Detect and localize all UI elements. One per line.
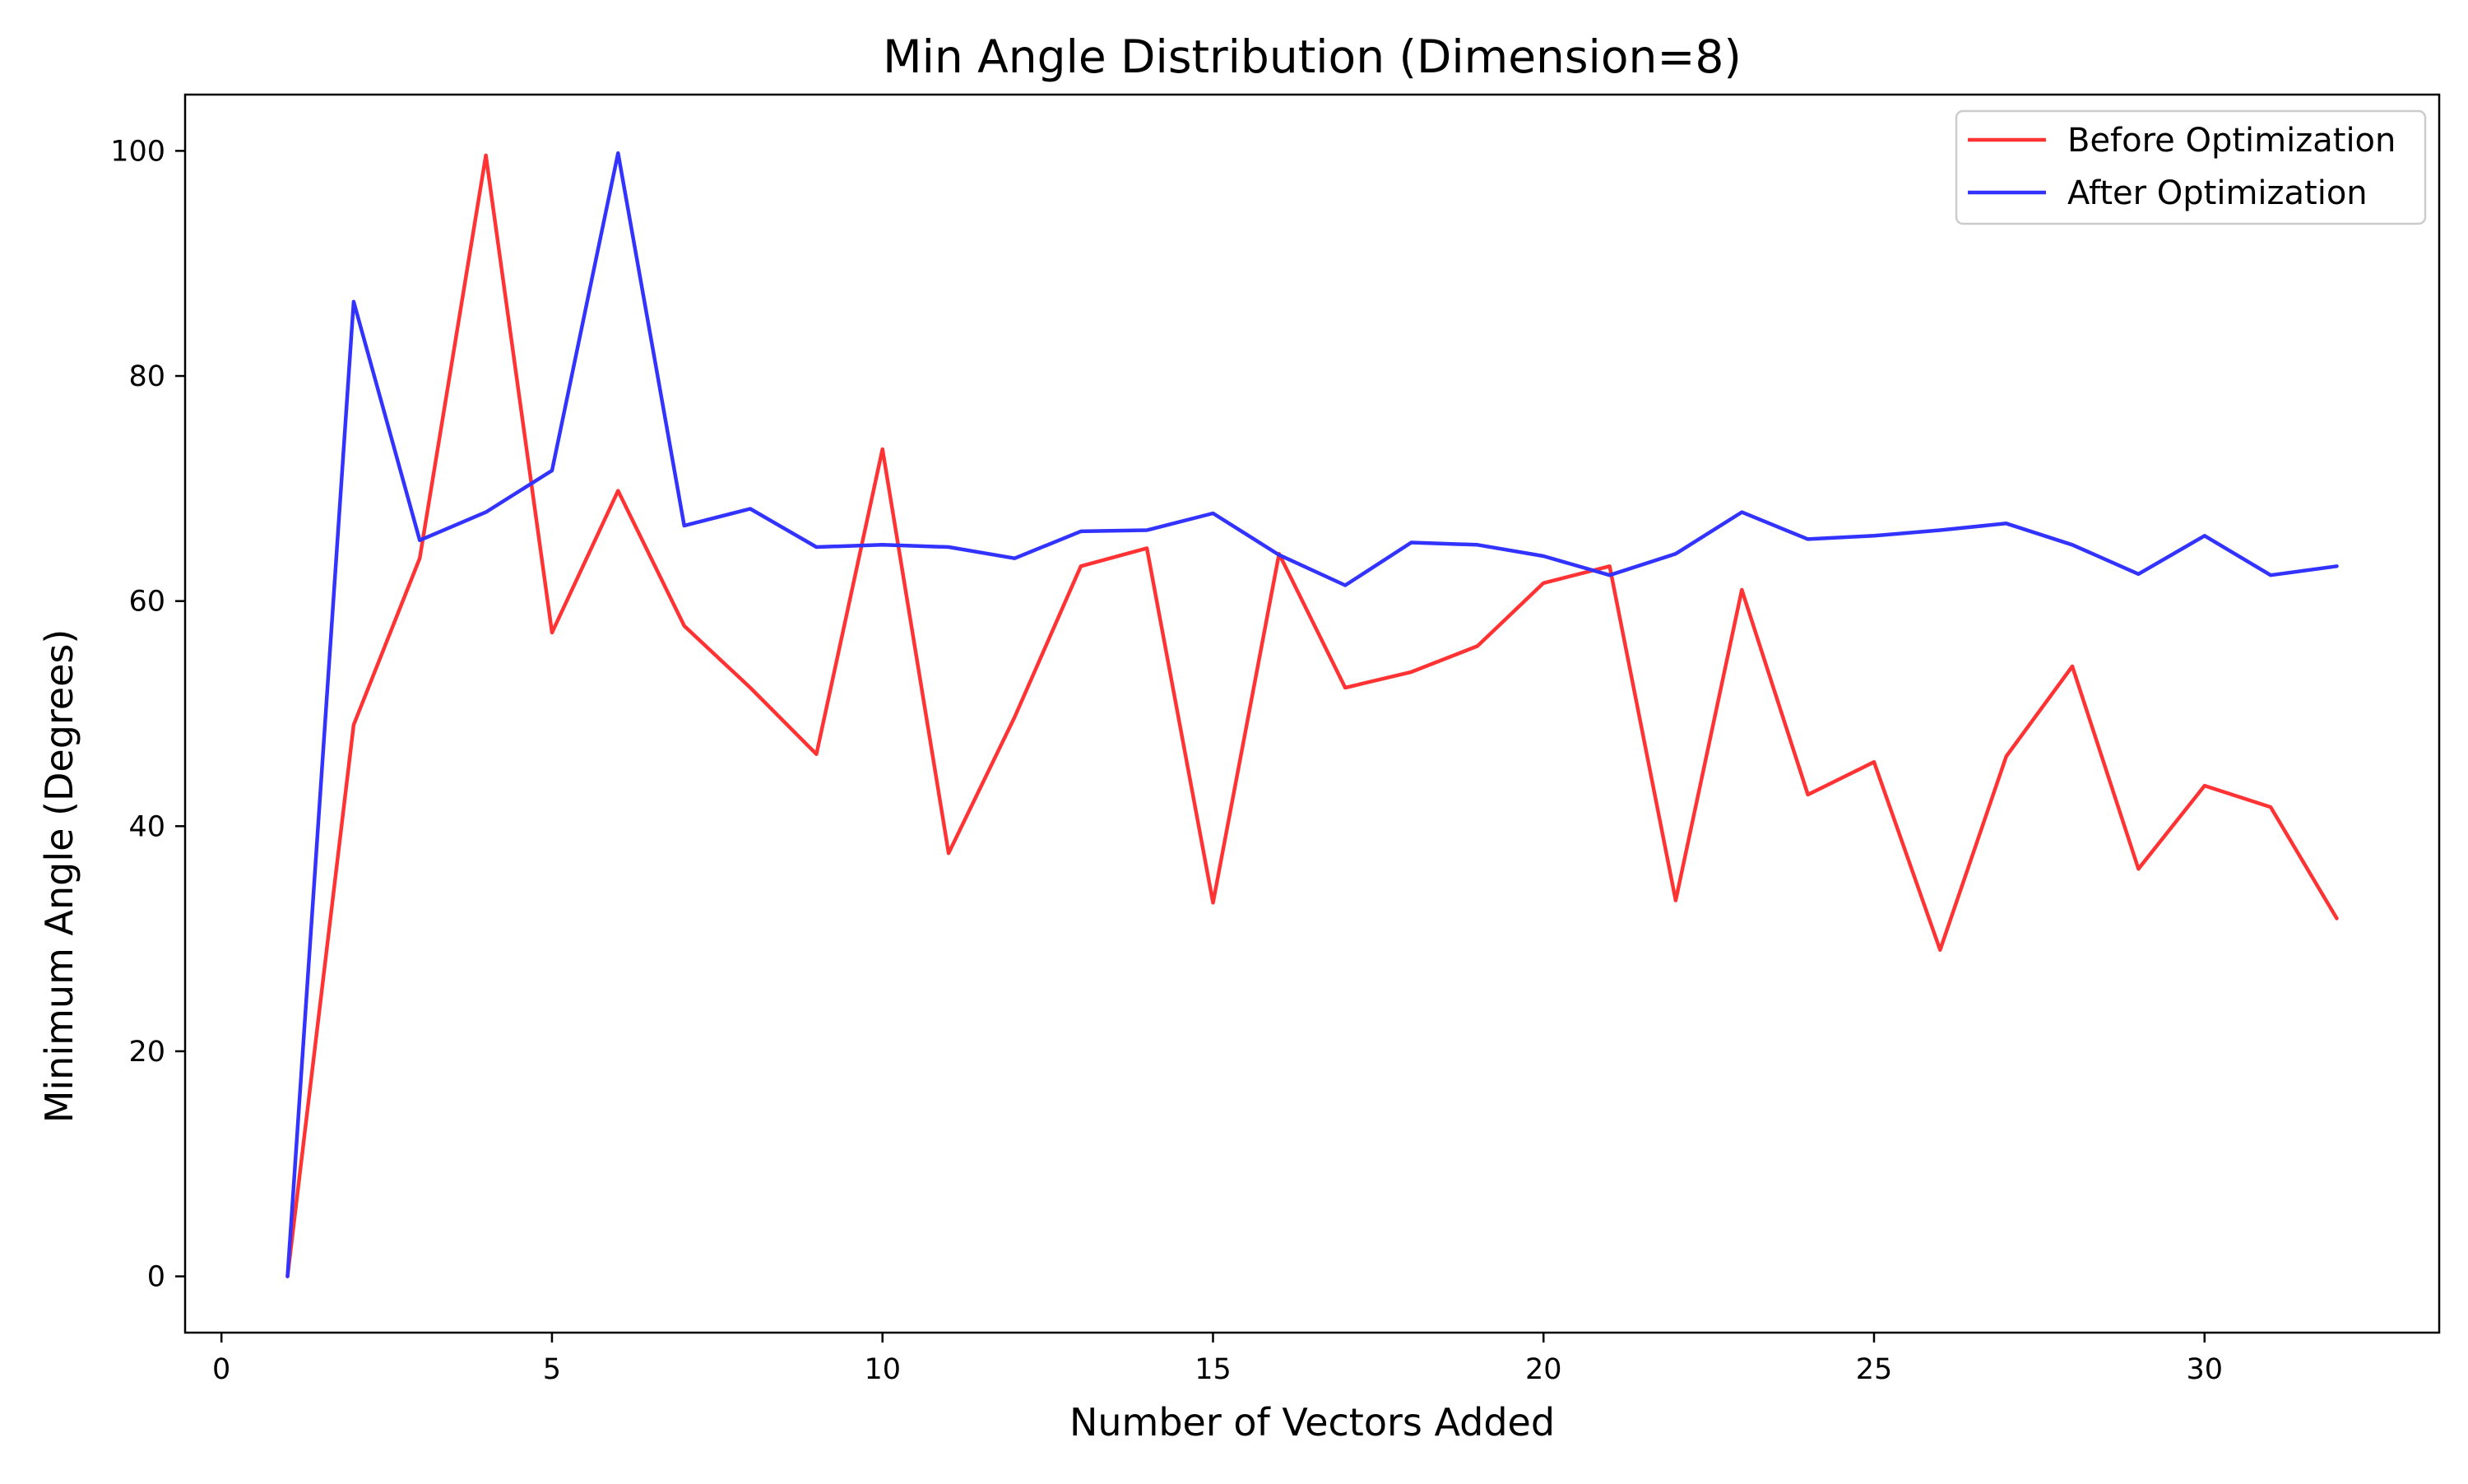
legend-box [1955, 109, 2427, 225]
series-line-after-optimization [285, 151, 2339, 1278]
x-axis-label: Number of Vectors Added [1069, 1400, 1555, 1445]
y-axis: 0 20 40 60 80 100 [110, 135, 185, 1294]
chart-title: Min Angle Distribution (Dimension=8) [883, 30, 1742, 83]
y-tick-label: 60 [128, 586, 165, 619]
x-tick-label: 20 [1525, 1353, 1562, 1386]
x-tick-label: 30 [2186, 1353, 2223, 1386]
y-tick-label: 40 [128, 810, 165, 843]
legend: Before Optimization After Optimization [1955, 109, 2427, 225]
series-layer [285, 151, 2339, 1278]
y-axis-label: Minimum Angle (Degrees) [37, 629, 81, 1124]
x-axis: 0 5 10 15 20 25 30 [212, 1333, 2223, 1386]
legend-label-before: Before Optimization [2067, 122, 2396, 160]
series-line-before-optimization [285, 153, 2339, 1278]
x-tick-label: 15 [1195, 1353, 1232, 1386]
y-tick-label: 0 [147, 1261, 165, 1294]
y-tick-label: 100 [110, 135, 165, 168]
y-tick-label: 80 [128, 360, 165, 393]
x-tick-label: 0 [212, 1353, 230, 1386]
x-tick-label: 25 [1856, 1353, 1893, 1386]
plot-area [183, 93, 2441, 1334]
y-tick-label: 20 [128, 1036, 165, 1069]
x-tick-label: 10 [864, 1353, 901, 1386]
legend-label-after: After Optimization [2067, 174, 2368, 212]
x-tick-label: 5 [543, 1353, 561, 1386]
